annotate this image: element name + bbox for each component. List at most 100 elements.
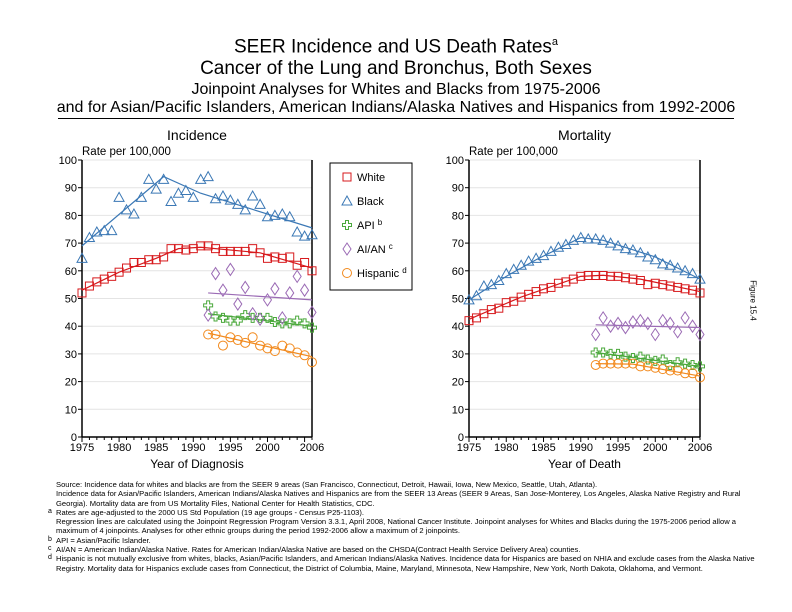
data-point xyxy=(627,358,638,369)
data-point xyxy=(597,234,609,245)
data-point xyxy=(583,271,593,281)
data-point xyxy=(224,194,237,205)
data-point xyxy=(292,260,302,270)
data-point xyxy=(262,312,273,323)
data-point xyxy=(128,207,140,219)
data-point xyxy=(686,267,699,279)
data-point xyxy=(539,284,549,294)
data-point xyxy=(530,252,542,263)
series-hispanic xyxy=(590,358,705,383)
data-point xyxy=(613,358,624,369)
data-point xyxy=(276,207,289,219)
data-point xyxy=(501,298,511,308)
chart-subtitle-2: Joinpoint Analyses for Whites and Blacks… xyxy=(191,81,601,98)
data-point xyxy=(613,271,623,281)
data-point xyxy=(122,263,132,273)
data-point xyxy=(478,280,490,291)
data-point xyxy=(113,191,125,202)
data-point xyxy=(604,237,617,248)
data-point xyxy=(568,274,578,284)
data-point xyxy=(210,311,221,322)
y-tick-label: 40 xyxy=(65,321,77,333)
data-point xyxy=(576,271,586,281)
data-point xyxy=(613,348,624,359)
x-tick-label: 2000 xyxy=(643,442,667,454)
data-point xyxy=(209,192,222,204)
data-point xyxy=(203,308,213,323)
data-point xyxy=(516,292,526,302)
data-point xyxy=(643,316,653,331)
data-point xyxy=(211,244,221,254)
data-point xyxy=(150,183,163,194)
data-point xyxy=(247,332,258,343)
data-point xyxy=(159,252,169,262)
data-point xyxy=(665,281,675,291)
series-black xyxy=(76,170,318,263)
x-axis-label: Year of Death xyxy=(548,457,621,471)
trend-line xyxy=(207,332,313,358)
data-point xyxy=(672,357,683,368)
plus-marker-icon xyxy=(342,220,352,230)
data-point xyxy=(658,280,668,290)
figure-label: Figure 15.4 xyxy=(748,280,758,321)
data-point xyxy=(196,241,206,251)
data-point xyxy=(590,347,601,358)
data-point xyxy=(166,244,176,254)
data-point xyxy=(261,210,274,222)
data-point xyxy=(598,347,609,358)
data-point xyxy=(210,266,221,281)
footnote-text: Source: Incidence data for whites and bl… xyxy=(56,480,598,489)
data-point xyxy=(277,340,288,351)
data-point xyxy=(240,337,251,348)
data-point xyxy=(524,289,534,299)
data-point xyxy=(642,361,653,372)
trend-line xyxy=(208,292,313,301)
data-point xyxy=(232,335,243,346)
y-tick-label: 100 xyxy=(446,155,464,167)
data-point xyxy=(299,350,310,361)
data-point xyxy=(269,346,280,357)
data-point xyxy=(291,225,304,237)
data-point xyxy=(144,255,154,265)
data-point xyxy=(605,358,616,369)
data-point xyxy=(665,365,676,376)
series-hispanic xyxy=(203,329,317,368)
series-white xyxy=(77,241,317,298)
x-tick-label: 1990 xyxy=(181,442,205,454)
data-point xyxy=(92,277,102,287)
data-point xyxy=(232,315,243,326)
data-point xyxy=(202,170,214,182)
y-tick-label: 30 xyxy=(65,349,77,361)
y-tick-label: 70 xyxy=(452,238,464,250)
data-point xyxy=(605,348,616,359)
data-point xyxy=(136,257,146,267)
legend-label: Black xyxy=(357,196,384,208)
data-point xyxy=(627,243,639,255)
data-point xyxy=(299,318,310,329)
data-point xyxy=(680,284,690,294)
data-point xyxy=(598,310,608,325)
series-api xyxy=(203,300,317,333)
series-white xyxy=(464,271,705,326)
y-tick-label: 50 xyxy=(65,294,77,306)
y-tick-label: 60 xyxy=(65,266,77,278)
y-tick-label: 80 xyxy=(65,210,77,222)
data-point xyxy=(262,343,273,354)
y-tick-label: 20 xyxy=(452,377,464,389)
data-point xyxy=(194,173,207,184)
data-point xyxy=(254,198,266,209)
data-point xyxy=(582,232,595,244)
data-point xyxy=(680,358,691,369)
data-point xyxy=(105,224,118,236)
data-point xyxy=(695,288,705,298)
data-point xyxy=(657,364,668,375)
data-point xyxy=(664,259,677,270)
data-point xyxy=(606,271,616,281)
data-point xyxy=(613,316,623,331)
triangle-marker-icon xyxy=(341,194,353,206)
data-point xyxy=(620,273,630,283)
data-point xyxy=(188,244,198,254)
data-point xyxy=(270,252,280,262)
